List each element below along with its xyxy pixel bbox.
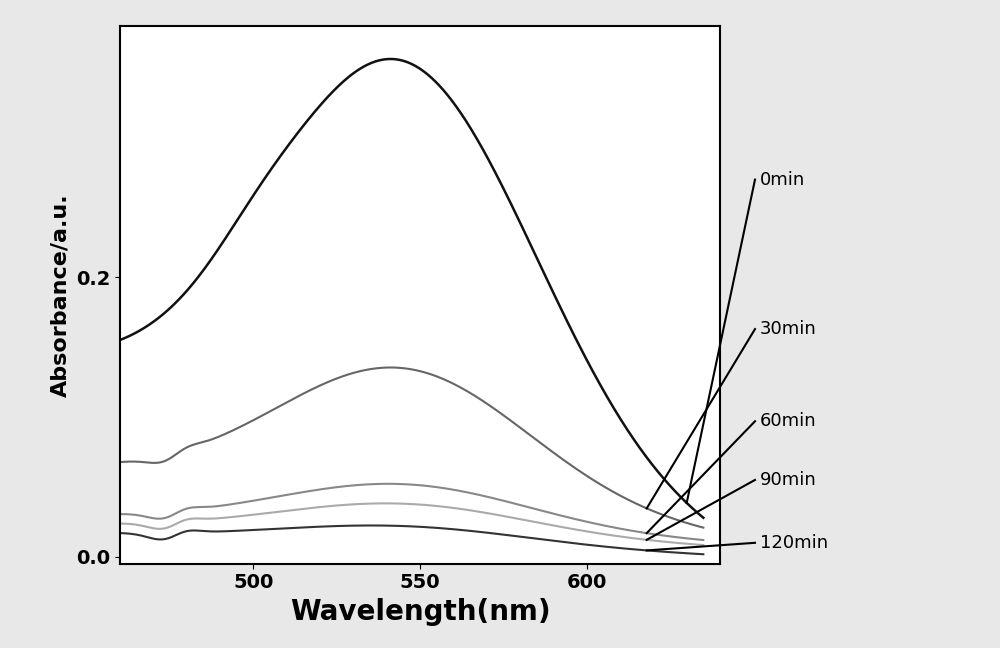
Text: 30min: 30min: [760, 320, 817, 338]
Text: 120min: 120min: [760, 534, 828, 552]
Text: 0min: 0min: [760, 170, 805, 189]
Text: 90min: 90min: [760, 471, 817, 489]
X-axis label: Wavelength(nm): Wavelength(nm): [290, 598, 550, 626]
Text: 60min: 60min: [760, 412, 817, 430]
Y-axis label: Absorbance/a.u.: Absorbance/a.u.: [50, 193, 70, 397]
